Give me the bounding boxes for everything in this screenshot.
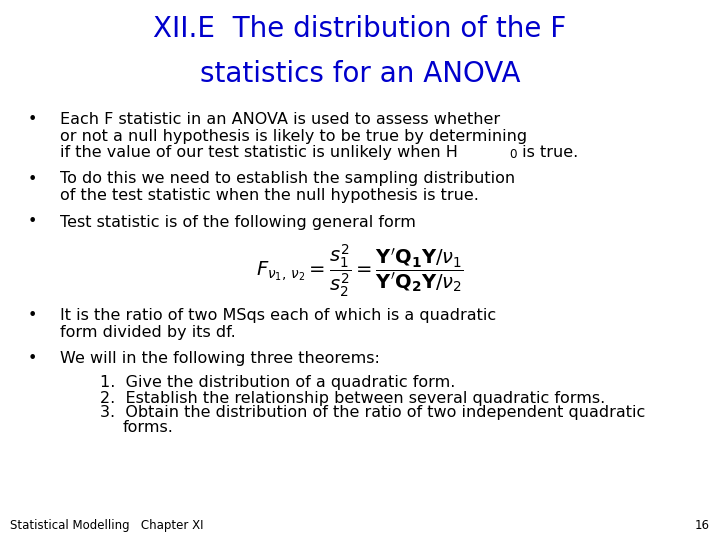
Text: To do this we need to establish the sampling distribution: To do this we need to establish the samp… (60, 172, 515, 186)
Text: of the test statistic when the null hypothesis is true.: of the test statistic when the null hypo… (60, 188, 479, 203)
Text: •: • (28, 308, 37, 323)
Text: •: • (28, 214, 37, 230)
Text: 2.  Establish the relationship between several quadratic forms.: 2. Establish the relationship between se… (100, 390, 606, 406)
Text: 3.  Obtain the distribution of the ratio of two independent quadratic: 3. Obtain the distribution of the ratio … (100, 406, 645, 421)
Text: •: • (28, 351, 37, 366)
Text: 0: 0 (509, 148, 516, 161)
Text: •: • (28, 112, 37, 127)
Text: It is the ratio of two MSqs each of which is a quadratic: It is the ratio of two MSqs each of whic… (60, 308, 496, 323)
Text: Test statistic is of the following general form: Test statistic is of the following gener… (60, 214, 416, 230)
Text: $F_{\nu_1,\,\nu_2} = \dfrac{s_1^2}{s_2^2} = \dfrac{\mathbf{Y'Q_1Y}/\nu_1}{\mathb: $F_{\nu_1,\,\nu_2} = \dfrac{s_1^2}{s_2^2… (256, 243, 464, 300)
Text: XII.E  The distribution of the F: XII.E The distribution of the F (153, 15, 567, 43)
Text: statistics for an ANOVA: statistics for an ANOVA (199, 60, 521, 88)
Text: is true.: is true. (517, 145, 578, 160)
Text: or not a null hypothesis is likely to be true by determining: or not a null hypothesis is likely to be… (60, 129, 527, 144)
Text: Each F statistic in an ANOVA is used to assess whether: Each F statistic in an ANOVA is used to … (60, 112, 500, 127)
Text: 16: 16 (695, 519, 710, 532)
Text: We will in the following three theorems:: We will in the following three theorems: (60, 351, 380, 366)
Text: 1.  Give the distribution of a quadratic form.: 1. Give the distribution of a quadratic … (100, 375, 455, 390)
Text: •: • (28, 172, 37, 186)
Text: forms.: forms. (123, 421, 174, 435)
Text: form divided by its df.: form divided by its df. (60, 325, 235, 340)
Text: Statistical Modelling   Chapter XI: Statistical Modelling Chapter XI (10, 519, 204, 532)
Text: if the value of our test statistic is unlikely when H: if the value of our test statistic is un… (60, 145, 458, 160)
